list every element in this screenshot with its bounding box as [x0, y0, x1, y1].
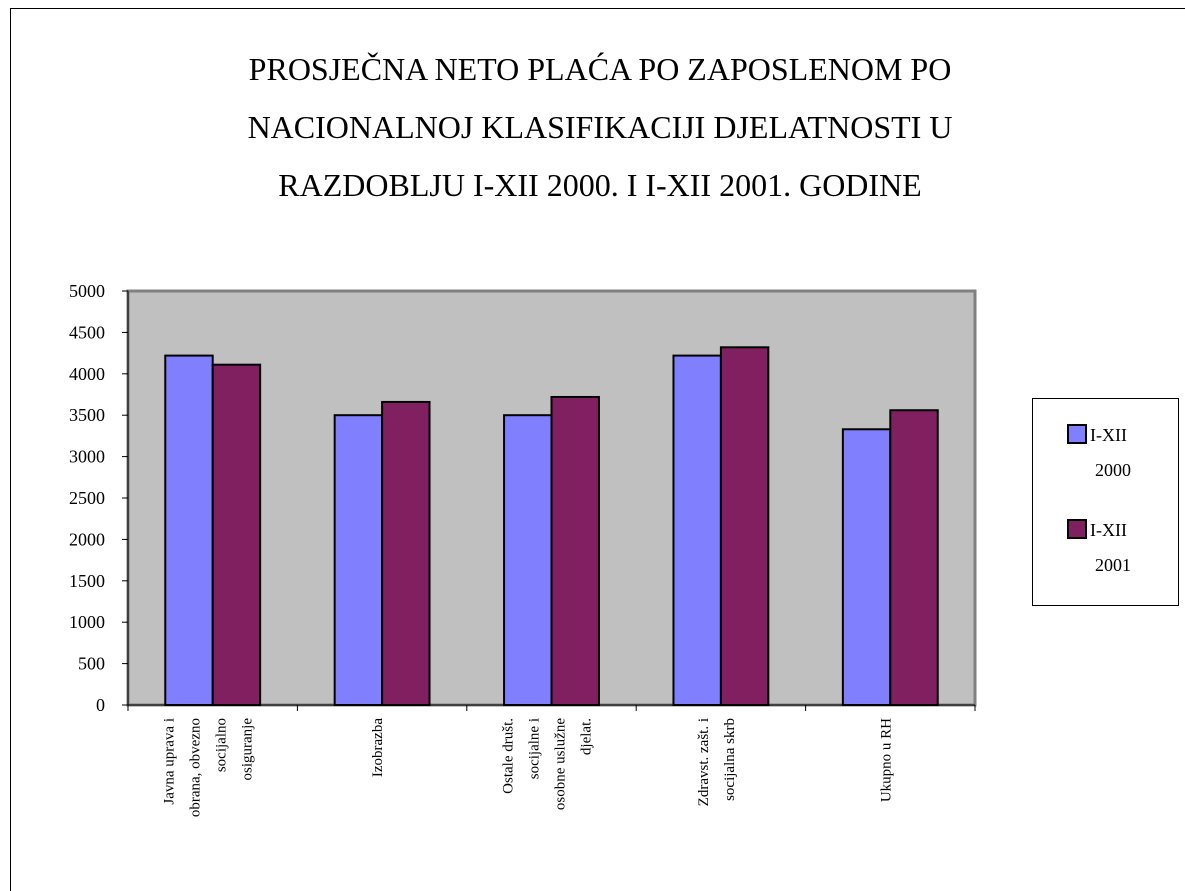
- bar: [164, 354, 214, 706]
- x-tick-label: Ukupno u RH: [878, 718, 894, 802]
- bar: [381, 400, 431, 706]
- y-tick-label: 4500: [69, 322, 105, 342]
- legend-label: I-XII 2001: [1090, 520, 1131, 575]
- legend-swatch: [1067, 424, 1087, 444]
- y-tick-label: 1500: [69, 571, 105, 591]
- chart-title: RAZDOBLJU I-XII 2000. I I-XII 2001. GODI…: [278, 167, 921, 203]
- y-tick-label: 4000: [69, 364, 105, 384]
- y-tick-label: 2000: [69, 529, 105, 549]
- y-tick-label: 3500: [69, 405, 105, 425]
- x-tick-label: Ostale društ. socijalne i osobne uslužne dj…: [501, 718, 595, 810]
- y-tick-label: 1000: [69, 612, 105, 632]
- bar: [550, 395, 600, 706]
- bar: [211, 363, 262, 706]
- legend-label: I-XII 2000: [1090, 425, 1131, 480]
- bar: [503, 414, 553, 706]
- bar: [719, 346, 770, 706]
- bar: [333, 414, 384, 706]
- x-tick-label: Zdravst. zašt. i socijalna skrb: [696, 718, 738, 806]
- y-tick-label: 0: [96, 695, 105, 715]
- chart-title: NACIONALNOJ KLASIFIKACIJI DJELATNOSTI U: [248, 109, 953, 145]
- y-tick-label: 500: [78, 654, 105, 674]
- bar: [672, 354, 722, 706]
- y-tick-label: 2500: [69, 488, 105, 508]
- legend-box: [1032, 398, 1179, 606]
- x-tick-label: Javna uprava i obrana, obvezno socijalno os…: [162, 718, 256, 817]
- x-tick-label: Izobrazba: [370, 718, 386, 777]
- y-tick-label: 3000: [69, 447, 105, 467]
- legend-swatch: [1067, 519, 1087, 539]
- y-tick-label: 5000: [69, 281, 105, 301]
- bar: [841, 428, 892, 706]
- bar: [889, 409, 939, 706]
- chart-title: PROSJEČNA NETO PLAĆA PO ZAPOSLENOM PO: [249, 51, 952, 87]
